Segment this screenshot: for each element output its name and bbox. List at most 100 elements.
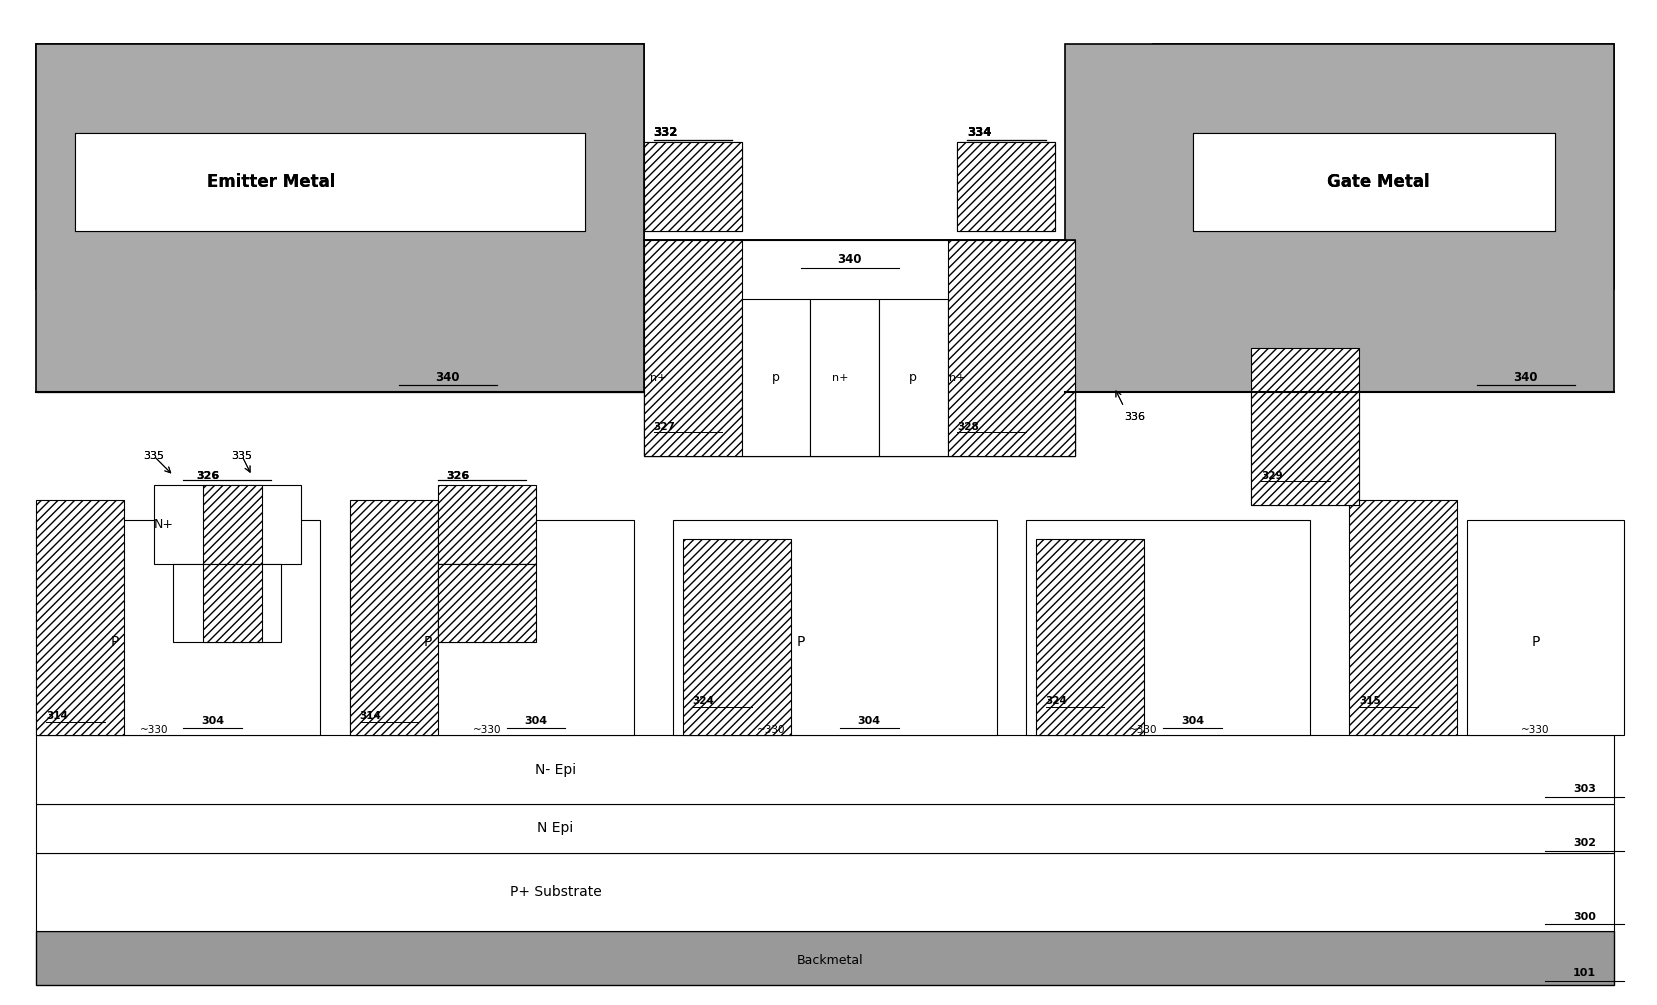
Text: p: p	[908, 371, 916, 384]
Text: P: P	[111, 635, 119, 649]
Bar	[350, 500, 437, 736]
Bar	[36, 44, 643, 289]
Bar	[643, 143, 741, 230]
Bar	[202, 564, 262, 642]
Text: P: P	[795, 635, 804, 649]
Text: 332: 332	[653, 126, 678, 139]
Text: Gate Metal: Gate Metal	[1327, 173, 1430, 191]
Bar	[232, 485, 300, 564]
Bar	[948, 240, 1074, 456]
Bar	[810, 299, 878, 456]
Text: 340: 340	[1513, 371, 1538, 384]
Bar	[1191, 133, 1554, 230]
Text: N- Epi: N- Epi	[535, 763, 575, 777]
Text: ~330: ~330	[472, 726, 500, 736]
Text: 335: 335	[143, 451, 164, 461]
Text: ~330: ~330	[1521, 726, 1549, 736]
Text: 336: 336	[1123, 412, 1145, 422]
Text: 304: 304	[857, 716, 880, 726]
Text: n+: n+	[650, 373, 666, 383]
Bar	[1466, 520, 1622, 736]
Text: 326: 326	[446, 470, 469, 480]
Bar	[683, 540, 790, 736]
Bar	[36, 500, 124, 736]
Bar	[437, 564, 525, 642]
Text: 326: 326	[196, 470, 219, 480]
Bar	[878, 299, 948, 456]
Bar	[1191, 133, 1554, 230]
Bar	[1251, 348, 1359, 505]
Text: n+: n+	[948, 373, 964, 383]
Text: 340: 340	[436, 371, 459, 384]
Bar	[36, 289, 643, 392]
Text: N Epi: N Epi	[537, 821, 573, 835]
Text: n+: n+	[832, 373, 847, 383]
Text: P: P	[424, 635, 432, 649]
Text: 327: 327	[653, 421, 674, 431]
Text: ~330: ~330	[1128, 726, 1157, 736]
Text: N+: N+	[232, 518, 252, 531]
Text: 328: 328	[956, 421, 979, 431]
Bar	[36, 736, 1612, 804]
Text: Emitter Metal: Emitter Metal	[207, 173, 335, 191]
Text: N+: N+	[154, 518, 174, 531]
Bar	[948, 240, 1074, 456]
Bar	[810, 299, 878, 456]
Text: 326: 326	[446, 470, 469, 480]
Text: n+: n+	[650, 373, 666, 383]
Text: Gate Metal: Gate Metal	[1327, 173, 1430, 191]
Text: 334: 334	[966, 126, 991, 139]
Text: 324: 324	[693, 695, 714, 706]
Text: ~330: ~330	[757, 726, 785, 736]
Text: n+: n+	[948, 373, 964, 383]
Bar	[741, 299, 810, 456]
Text: 314: 314	[46, 711, 68, 721]
Text: 335: 335	[143, 451, 164, 461]
Text: 304: 304	[200, 716, 224, 726]
Bar	[878, 299, 948, 456]
Bar	[1064, 44, 1612, 392]
Text: 303: 303	[1572, 784, 1596, 794]
Text: Emitter Metal: Emitter Metal	[207, 173, 335, 191]
Bar	[36, 853, 1612, 932]
Bar	[174, 564, 282, 642]
Text: P+ Substrate: P+ Substrate	[509, 885, 601, 899]
Bar	[350, 520, 633, 736]
Bar	[1251, 348, 1359, 505]
Text: 332: 332	[653, 126, 678, 139]
Text: 304: 304	[524, 716, 547, 726]
Text: 340: 340	[436, 371, 459, 384]
Bar	[643, 240, 1074, 456]
Text: p+: p+	[219, 596, 237, 609]
Text: 101: 101	[1572, 969, 1596, 979]
Text: 329: 329	[1261, 470, 1283, 480]
Bar	[75, 133, 585, 230]
Bar	[36, 804, 1612, 853]
Text: 326: 326	[196, 470, 219, 480]
Text: p: p	[772, 371, 779, 384]
Bar	[1349, 500, 1457, 736]
Text: 327: 327	[653, 421, 674, 431]
Bar	[1153, 44, 1612, 289]
Text: 328: 328	[956, 421, 979, 431]
Bar	[154, 485, 222, 564]
Text: 340: 340	[837, 253, 862, 266]
Text: 334: 334	[966, 126, 991, 139]
Bar	[643, 143, 741, 230]
Bar	[956, 143, 1056, 230]
Text: 324: 324	[1046, 695, 1067, 706]
Bar	[741, 299, 810, 456]
Bar	[956, 143, 1056, 230]
Text: 332: 332	[653, 126, 678, 139]
Bar	[1026, 520, 1309, 736]
Text: 304: 304	[1180, 716, 1203, 726]
Bar	[36, 932, 1612, 985]
Text: Backmetal: Backmetal	[795, 954, 863, 967]
Bar	[75, 133, 585, 230]
Bar	[673, 520, 996, 736]
Text: p+: p+	[472, 596, 490, 609]
Text: 314: 314	[360, 711, 381, 721]
Text: n+: n+	[832, 373, 847, 383]
Bar	[202, 485, 262, 564]
Text: 335: 335	[232, 451, 252, 461]
